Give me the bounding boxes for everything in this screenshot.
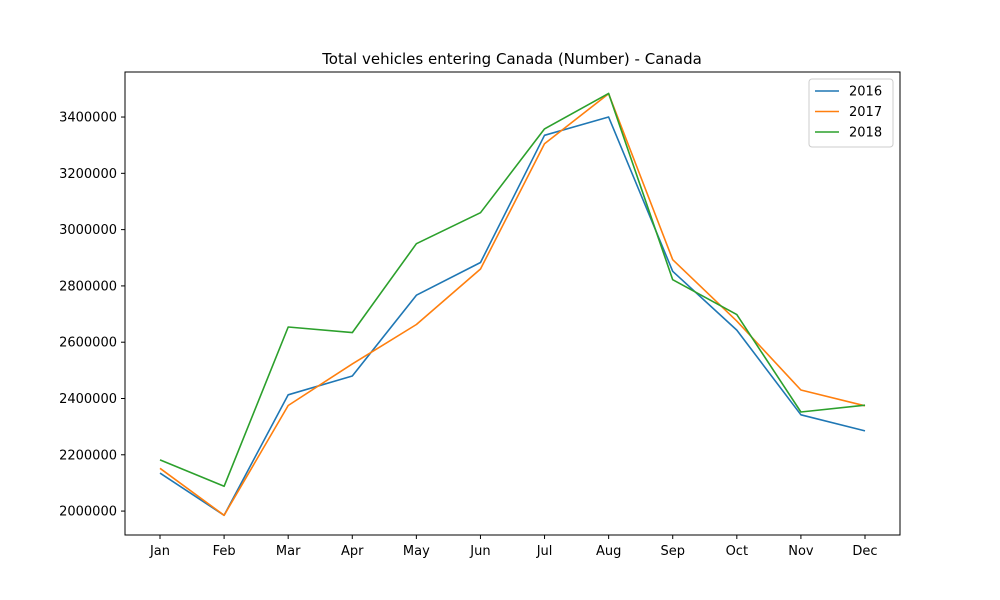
legend-label-2016: 2016 — [849, 85, 882, 100]
x-tick-label: Dec — [852, 544, 877, 559]
y-tick-label: 2800000 — [59, 279, 117, 294]
x-tick-label: Nov — [788, 544, 814, 559]
x-tick-label: Feb — [213, 544, 236, 559]
y-tick-label: 2600000 — [59, 336, 117, 351]
y-tick-label: 3200000 — [59, 167, 117, 182]
x-tick-label: Jan — [149, 544, 170, 559]
x-tick-label: Sep — [660, 544, 685, 559]
x-tick-label: Mar — [276, 544, 301, 559]
legend: 2016 2017 2018 — [808, 78, 894, 148]
x-axis: Jan Feb Mar Apr May Jun Jul Aug Sep Oct Nov Dec — [149, 535, 878, 559]
x-tick-label: Oct — [726, 544, 748, 559]
legend-label-2017: 2017 — [849, 105, 882, 120]
y-tick-label: 2400000 — [59, 392, 117, 407]
y-axis: 2000000 2200000 2400000 2600000 2800000 30000… — [59, 111, 125, 520]
y-tick-label: 3400000 — [59, 111, 117, 126]
x-tick-label: Apr — [341, 544, 364, 559]
x-tick-label: May — [403, 544, 430, 559]
series-line-2018 — [159, 92, 866, 488]
x-tick-label: Jul — [536, 544, 553, 559]
x-tick-label: Jun — [469, 544, 490, 559]
y-tick-label: 2200000 — [59, 448, 117, 463]
y-tick-label: 3000000 — [59, 223, 117, 238]
y-tick-label: 2000000 — [59, 505, 117, 520]
series-line-2017 — [159, 92, 866, 517]
plot-area-frame — [124, 71, 901, 536]
chart-title: Total vehicles entering Canada (Number) … — [321, 50, 702, 68]
legend-label-2018: 2018 — [849, 126, 882, 141]
legend-box — [808, 78, 894, 148]
series-line-2016 — [159, 116, 866, 517]
x-tick-label: Aug — [596, 544, 621, 559]
series-lines — [159, 92, 866, 517]
